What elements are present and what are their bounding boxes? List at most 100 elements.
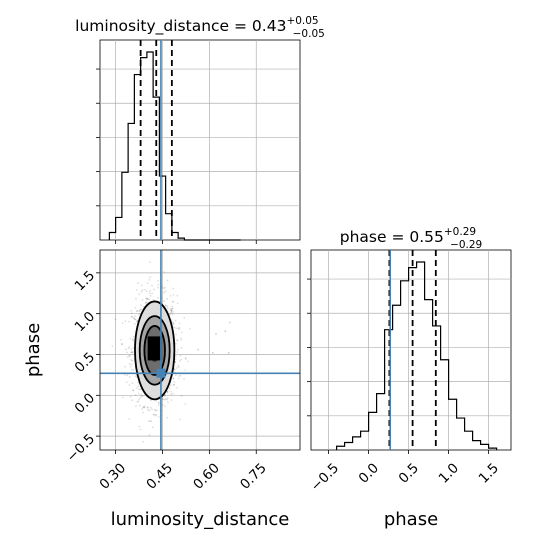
sample-point — [156, 286, 159, 289]
sample-point — [142, 411, 145, 414]
luminosity-distance-histogram-panel: luminosity_distance = 0.43+0.05 −0.05 — [75, 15, 325, 244]
sample-point — [127, 347, 130, 349]
sample-point — [139, 428, 142, 431]
sample-point — [135, 297, 137, 300]
sample-point — [142, 406, 145, 409]
sample-point — [134, 307, 137, 309]
sample-point — [172, 294, 175, 296]
sample-point — [135, 289, 138, 291]
sample-point — [131, 399, 134, 402]
x-tick-label: 0.45 — [143, 460, 176, 493]
sample-point — [215, 333, 217, 335]
sample-point — [144, 288, 146, 291]
sample-point — [171, 307, 174, 310]
sample-point — [154, 409, 157, 412]
sample-point — [151, 284, 153, 287]
sample-point — [157, 401, 160, 404]
sample-point — [157, 402, 160, 404]
sample-point — [175, 374, 177, 377]
sample-point — [166, 297, 169, 300]
sample-point — [152, 299, 155, 301]
sample-point — [143, 406, 146, 409]
sample-point — [172, 322, 175, 324]
sample-point — [132, 389, 135, 391]
sample-point — [128, 362, 131, 365]
quantile-lines — [388, 250, 437, 450]
sample-point — [129, 365, 132, 368]
sample-point — [169, 312, 172, 315]
sample-point — [169, 384, 172, 386]
sample-point — [146, 298, 148, 300]
histogram — [336, 261, 498, 450]
sample-point — [176, 302, 179, 305]
sample-point — [155, 413, 158, 416]
sample-point — [171, 301, 174, 303]
sample-point — [172, 377, 175, 380]
sample-point — [177, 364, 180, 367]
sample-point — [170, 390, 173, 393]
sample-point — [166, 390, 169, 393]
density-peak — [147, 336, 162, 361]
x-tick-label: 1.5 — [476, 460, 503, 487]
sample-point — [146, 406, 149, 409]
sample-point — [180, 339, 183, 341]
y-tick-label: 0.0 — [72, 390, 99, 417]
sample-point — [177, 327, 180, 330]
sample-point — [128, 418, 131, 420]
sample-point — [129, 396, 132, 398]
sample-point — [140, 290, 143, 293]
sample-point — [131, 351, 134, 354]
sample-point — [180, 358, 183, 361]
sample-point — [145, 301, 147, 304]
sample-point — [211, 351, 214, 354]
sample-point — [145, 297, 148, 300]
sample-point — [166, 305, 169, 308]
sample-point — [126, 374, 129, 377]
sample-point — [166, 307, 169, 309]
sample-point — [130, 310, 133, 312]
sample-point — [176, 339, 178, 342]
sample-point — [176, 351, 179, 353]
sample-point — [130, 348, 133, 351]
sample-point — [138, 309, 141, 312]
y-tick-label: 1.0 — [72, 309, 99, 336]
sample-point — [174, 361, 177, 364]
sample-point — [135, 405, 137, 408]
sample-point — [173, 383, 176, 386]
tick-marks — [96, 272, 257, 454]
sample-point — [148, 261, 151, 264]
sample-point — [163, 291, 166, 294]
sample-point — [172, 392, 175, 395]
contour-line — [138, 315, 171, 386]
sample-point — [149, 406, 152, 409]
sample-point — [162, 287, 165, 290]
sample-point — [177, 366, 180, 369]
sample-point — [169, 295, 172, 297]
y-tick-label: 1.5 — [72, 268, 99, 295]
sample-point — [189, 328, 192, 330]
sample-point — [158, 416, 160, 418]
sample-point — [140, 284, 143, 287]
sample-point — [134, 318, 137, 321]
sample-point — [136, 387, 139, 389]
sample-point — [136, 320, 138, 323]
sample-point — [146, 301, 148, 303]
sample-point — [179, 360, 181, 362]
sample-point — [184, 403, 187, 405]
y-tick-labels: −0.5 0.0 0.5 1.0 1.5 — [64, 268, 98, 466]
y-tick-label: −0.5 — [64, 431, 98, 465]
x-tick-label: 0.60 — [190, 460, 223, 493]
sample-point — [149, 294, 152, 297]
sample-point — [157, 283, 160, 286]
sample-point — [178, 375, 180, 377]
contour-line — [143, 325, 166, 376]
sample-point — [137, 400, 140, 403]
sample-point — [131, 315, 133, 318]
sample-point — [174, 319, 177, 322]
sample-point — [139, 396, 142, 399]
joint-posterior-panel: 0.30 0.45 0.60 0.75 −0.5 0.0 0.5 1.0 1.5 lumino… — [23, 249, 301, 530]
sample-point — [140, 393, 143, 396]
sample-point — [174, 358, 177, 361]
sample-point — [152, 413, 155, 416]
sample-point — [161, 397, 164, 400]
